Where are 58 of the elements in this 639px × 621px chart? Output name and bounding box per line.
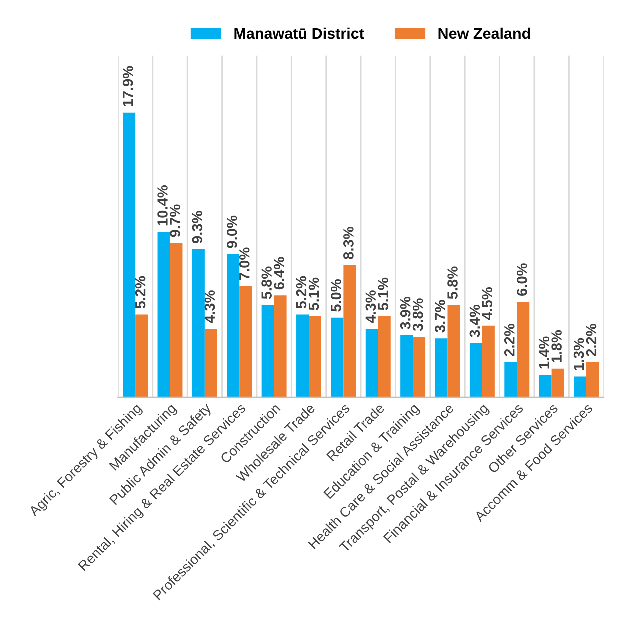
bar (192, 250, 205, 398)
data-label: 5.2% (296, 276, 307, 309)
bar (504, 362, 518, 398)
bar (240, 286, 252, 398)
bar (586, 362, 599, 398)
data-label: 17.9% (122, 66, 134, 106)
data-label: 3.9% (400, 297, 411, 330)
bar (331, 318, 344, 398)
data-label: 10.4% (158, 186, 168, 226)
bar (309, 316, 322, 398)
bar (344, 265, 356, 398)
data-label: 4.5% (482, 287, 493, 320)
data-label: 6.0% (516, 264, 528, 296)
data-label: 6.4% (274, 257, 284, 290)
data-label: 9.0% (226, 216, 238, 248)
bar (435, 338, 448, 398)
data-label: 1.3% (574, 338, 584, 370)
bar (574, 376, 587, 398)
bar (262, 305, 274, 398)
data-label: 9.7% (170, 204, 180, 238)
data-label: 9.3% (192, 211, 203, 244)
bar (296, 314, 309, 398)
bar (378, 316, 391, 398)
data-label: 5.1% (308, 278, 320, 310)
bar (123, 112, 136, 398)
data-label: 1.8% (552, 330, 562, 362)
bar (227, 254, 240, 398)
legend-label: New Zealand (438, 28, 530, 40)
bar (204, 329, 218, 398)
data-label: 5.8% (448, 266, 458, 300)
data-label: 3.4% (470, 304, 480, 338)
data-label: 1.4% (539, 336, 550, 369)
data-label: 5.2% (135, 276, 146, 309)
data-label: 2.2% (586, 324, 597, 356)
data-label: 4.3% (366, 290, 376, 324)
bar (413, 337, 426, 398)
data-label: 8.3% (344, 227, 354, 260)
bar (448, 305, 460, 398)
data-label: 3.8% (412, 298, 424, 332)
bar (170, 243, 183, 398)
bar (274, 296, 287, 398)
bar (136, 314, 148, 398)
data-label: 5.8% (262, 266, 272, 300)
bar (158, 232, 170, 398)
data-label: 4.3% (204, 290, 216, 324)
bar (470, 343, 482, 398)
bar (366, 329, 378, 398)
data-label: 5.0% (331, 280, 342, 312)
data-label: 7.0% (239, 248, 250, 280)
legend-label: Manawatū District (234, 28, 364, 40)
data-label: 5.1% (378, 278, 389, 310)
data-label: 3.7% (435, 300, 446, 333)
bar (400, 335, 414, 398)
bar (552, 368, 564, 398)
bar (482, 326, 495, 398)
data-label: 2.2% (504, 324, 515, 356)
bar (517, 302, 530, 398)
bar (539, 375, 552, 398)
